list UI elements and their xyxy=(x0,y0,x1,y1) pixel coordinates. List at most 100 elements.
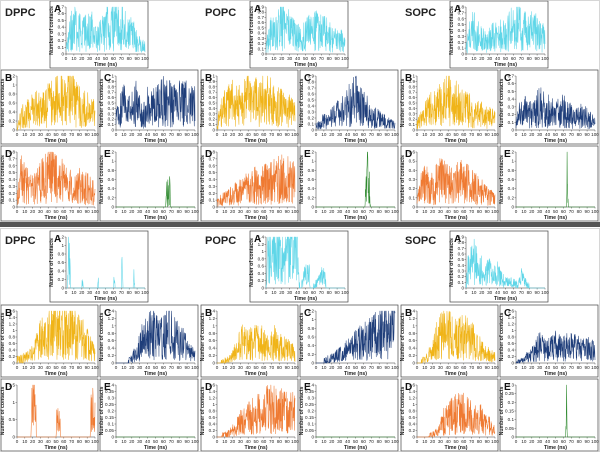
x-tick-label: 40 xyxy=(545,365,551,370)
x-axis-label: Time (ns) xyxy=(544,371,567,377)
y-axis-label: Number of contacts xyxy=(99,387,105,436)
y-tick-label: 0.2 xyxy=(409,186,416,191)
y-tick-label: 0.8 xyxy=(308,326,315,331)
x-tick-label: 80 xyxy=(527,56,533,61)
series-line xyxy=(115,75,196,129)
panel-label: A xyxy=(254,4,261,15)
y-tick-label: 0.4 xyxy=(308,104,315,109)
y-tick-label: 0.4 xyxy=(308,383,315,388)
x-tick-label: 40 xyxy=(295,290,301,295)
x-tick-label: 70 xyxy=(169,209,175,214)
x-tick-label: 60 xyxy=(361,132,367,137)
x-tick-label: 100 xyxy=(591,439,599,444)
x-tick-label: 10 xyxy=(471,290,477,295)
panel-frame xyxy=(299,145,399,222)
x-tick-label: 70 xyxy=(269,365,275,370)
x-tick-label: 20 xyxy=(329,439,335,444)
y-tick-label: 0.8 xyxy=(409,331,416,336)
top-sopc-panel-e: E00.20.40.60.811.20 10 20 30 40 50 60 70 80 90 100… xyxy=(499,145,599,222)
panel-frame xyxy=(200,145,299,222)
x-tick-label: 60 xyxy=(511,56,517,61)
x-tick-label: 90 xyxy=(85,209,91,214)
bottom-popc-panel-e: E00.050.10.150.20.250.30.350.40 10 20 30 40 5… xyxy=(299,378,399,452)
y-tick-label: 0.8 xyxy=(258,256,265,261)
x-tick-label: 30 xyxy=(137,132,143,137)
x-tick-label: 100 xyxy=(391,365,399,370)
y-tick-label: 0.5 xyxy=(458,22,465,27)
x-tick-label: 80 xyxy=(77,209,83,214)
x-tick-label: 70 xyxy=(119,56,125,61)
y-tick-label: 1 xyxy=(212,74,215,79)
y-tick-label: 0.5 xyxy=(409,101,416,106)
x-tick-label: 90 xyxy=(185,365,191,370)
y-axis-label: Number of contacts xyxy=(200,79,206,128)
x-tick-label: 30 xyxy=(287,56,293,61)
x-tick-label: 70 xyxy=(119,290,125,295)
y-tick-label: 0.4 xyxy=(458,263,465,268)
y-tick-label: 0.2 xyxy=(308,352,315,357)
y-tick-label: 0.2 xyxy=(9,354,16,359)
bottom-dppc-panel-e: E00.050.10.150.20.250.30.350.40 10 20 30 40 5… xyxy=(99,378,199,452)
x-tick-label: 0 xyxy=(115,365,118,370)
x-tick-label: 90 xyxy=(485,132,491,137)
x-tick-label: 50 xyxy=(353,209,359,214)
x-tick-label: 50 xyxy=(303,56,309,61)
x-tick-label: 100 xyxy=(91,365,99,370)
x-axis-label: Time (ns) xyxy=(294,62,317,68)
x-tick-label: 20 xyxy=(30,439,36,444)
y-tick-label: 0.3 xyxy=(308,396,315,401)
panel-frame xyxy=(99,145,199,222)
x-tick-label: 90 xyxy=(385,439,391,444)
x-axis-label: Time (ns) xyxy=(494,296,517,302)
y-axis-label: Number of contacts xyxy=(0,313,6,362)
y-tick-label: 0.8 xyxy=(458,240,465,245)
y-tick-label: 0.3 xyxy=(58,31,65,36)
y-tick-label: 0.6 xyxy=(308,177,315,182)
x-tick-label: 100 xyxy=(491,209,499,214)
panel-frame xyxy=(400,69,499,145)
y-tick-label: 0.7 xyxy=(409,90,416,95)
x-axis-label: Time (ns) xyxy=(294,296,317,302)
x-tick-label: 70 xyxy=(569,439,575,444)
x-tick-label: 60 xyxy=(261,132,267,137)
y-tick-label: 0.8 xyxy=(508,168,515,173)
x-tick-label: 50 xyxy=(153,439,159,444)
x-tick-label: 50 xyxy=(303,290,309,295)
y-tick-label: 0.5 xyxy=(258,25,265,30)
panel-label: E xyxy=(504,382,511,393)
y-tick-label: 1.5 xyxy=(9,383,16,388)
y-tick-label: 0.7 xyxy=(209,90,216,95)
y-axis-label: Number of contacts xyxy=(249,238,255,287)
y-axis-label: Number of contacts xyxy=(499,155,505,204)
y-tick-label: 0.7 xyxy=(209,156,216,161)
x-tick-label: 30 xyxy=(87,56,93,61)
y-tick-label: 0.6 xyxy=(308,335,315,340)
y-axis-label: Number of contacts xyxy=(299,155,305,204)
y-tick-label: 1 xyxy=(511,159,514,164)
x-tick-label: 0 xyxy=(265,290,268,295)
x-tick-label: 30 xyxy=(537,439,543,444)
y-tick-label: 1 xyxy=(111,159,114,164)
x-tick-label: 80 xyxy=(77,132,83,137)
y-tick-label: 0.4 xyxy=(258,271,265,276)
x-tick-label: 80 xyxy=(477,132,483,137)
panel-frame xyxy=(200,69,299,145)
panel-frame xyxy=(0,69,99,145)
x-tick-label: 90 xyxy=(135,290,141,295)
x-tick-label: 70 xyxy=(569,365,575,370)
x-tick-label: 30 xyxy=(537,365,543,370)
y-axis-label: Number of contacts xyxy=(499,387,505,436)
bottom-dppc-panel-a: A00.20.40.60.811.20 10 20 30 40 50 60 70 80 90 100… xyxy=(49,230,149,303)
x-tick-label: 80 xyxy=(327,290,333,295)
x-tick-label: 10 xyxy=(422,365,428,370)
x-tick-label: 0 xyxy=(465,56,468,61)
x-tick-label: 90 xyxy=(585,439,591,444)
y-tick-label: 1.2 xyxy=(258,242,265,247)
x-tick-label: 60 xyxy=(461,132,467,137)
top-popc-panel-b: B00.10.20.30.40.50.60.70.80.910 10 20 30 40 5… xyxy=(200,69,299,145)
x-tick-label: 0 xyxy=(16,209,19,214)
x-tick-label: 100 xyxy=(191,439,199,444)
y-tick-label: 0.1 xyxy=(409,195,416,200)
x-axis-label: Time (ns) xyxy=(94,62,117,68)
